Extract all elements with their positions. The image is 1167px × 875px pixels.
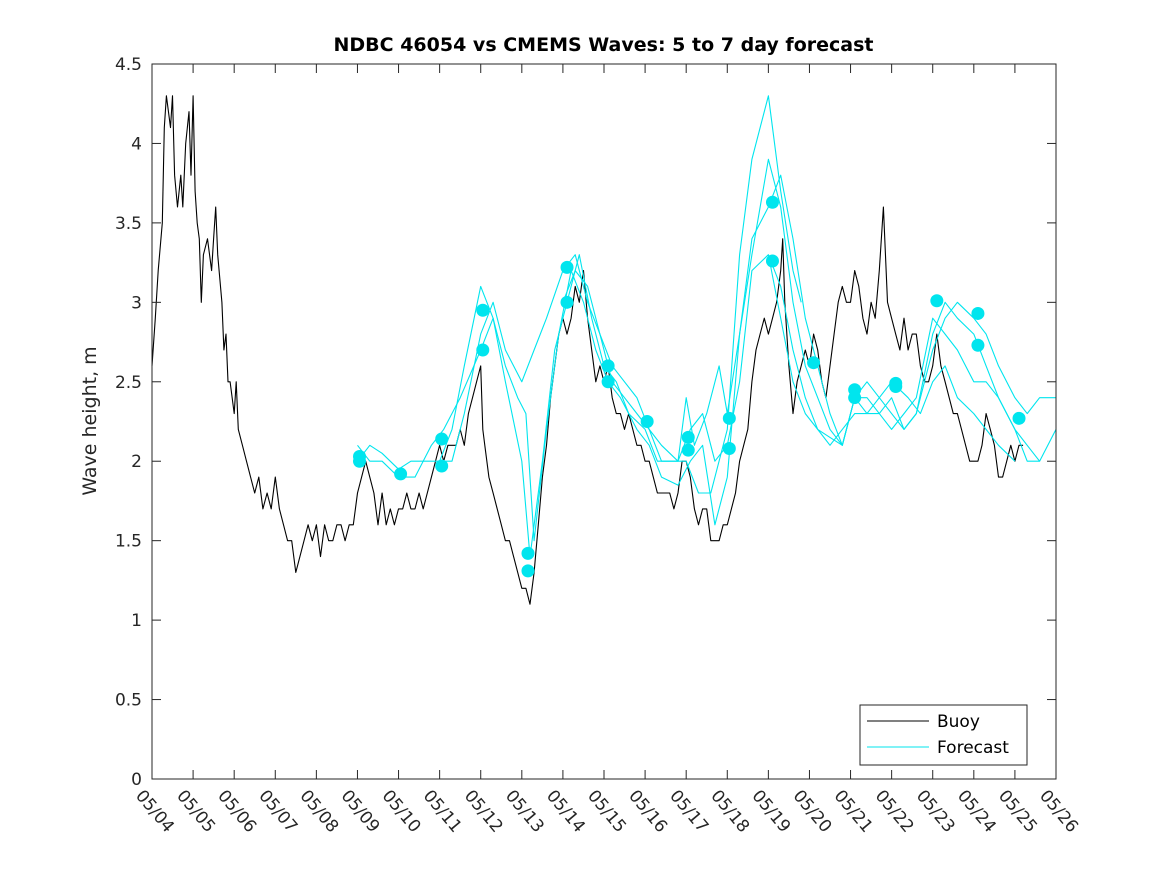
x-tick-label: 05/13 — [501, 786, 548, 836]
forecast-line-2 — [357, 174, 1016, 542]
x-tick-label: 05/20 — [789, 786, 836, 836]
y-tick-label: 1 — [131, 611, 142, 631]
forecast-marker-8 — [521, 564, 535, 578]
y-tick-label: 2 — [131, 452, 142, 472]
forecast-marker-24 — [889, 380, 903, 394]
forecast-marker-27 — [971, 338, 985, 352]
forecast-marker-19 — [765, 254, 779, 268]
forecast-marker-16 — [722, 411, 736, 425]
axes-box — [151, 63, 1057, 780]
x-tick-label: 05/15 — [583, 786, 630, 836]
forecast-marker-17 — [722, 442, 736, 456]
x-tick-label: 05/19 — [748, 786, 795, 836]
forecast-marker-6 — [476, 343, 490, 357]
legend: Buoy Forecast — [859, 704, 1028, 766]
forecast-marker-20 — [807, 356, 821, 370]
legend-box — [859, 704, 1028, 766]
forecast-marker-18 — [765, 195, 779, 209]
forecast-marker-15 — [681, 443, 695, 457]
forecast-line-5 — [767, 254, 1056, 446]
plot-area — [151, 95, 1057, 605]
y-tick-label: 3.5 — [115, 214, 142, 234]
forecast-marker-10 — [560, 295, 574, 309]
forecast-marker-7 — [521, 546, 535, 560]
forecast-marker-14 — [681, 430, 695, 444]
y-tick-label: 4.5 — [115, 55, 142, 75]
x-tick-label: 05/16 — [624, 786, 671, 836]
chart-title: NDBC 46054 vs CMEMS Waves: 5 to 7 day fo… — [334, 34, 874, 56]
forecast-marker-4 — [435, 459, 449, 473]
y-tick-label: 2.5 — [115, 373, 142, 393]
forecast-marker-22 — [848, 391, 862, 405]
y-tick-label: 0 — [131, 770, 142, 790]
x-tick-label: 05/10 — [378, 786, 425, 836]
x-tick-label: 05/25 — [994, 786, 1041, 836]
y-axis-label: Wave height, m — [79, 346, 101, 495]
x-tick-label: 05/11 — [419, 786, 466, 836]
x-tick-label: 05/09 — [337, 786, 384, 836]
x-tick-label: 05/04 — [131, 786, 178, 836]
forecast-marker-26 — [971, 306, 985, 320]
x-tick-label: 05/22 — [871, 786, 918, 836]
x-tick-label: 05/23 — [912, 786, 959, 836]
x-tick-label: 05/08 — [296, 786, 343, 836]
forecast-marker-1 — [353, 454, 367, 468]
y-tick-label: 3 — [131, 293, 142, 313]
forecast-marker-12 — [601, 375, 615, 389]
forecast-marker-9 — [560, 260, 574, 274]
y-tick-label: 1.5 — [115, 532, 142, 552]
x-tick-label: 05/06 — [213, 786, 260, 836]
forecast-marker-25 — [930, 294, 944, 308]
forecast-line-4 — [562, 254, 1040, 462]
x-tick-label: 05/12 — [460, 786, 507, 836]
forecast-marker-11 — [601, 359, 615, 373]
x-tick-label: 05/17 — [665, 786, 712, 836]
forecast-marker-13 — [640, 415, 654, 428]
x-tick-label: 05/14 — [542, 786, 589, 836]
x-tick-label: 05/24 — [953, 786, 1000, 836]
forecast-line-3 — [439, 158, 1057, 462]
buoy-line — [151, 95, 1024, 605]
x-tick-label: 05/26 — [1035, 786, 1082, 836]
forecast-marker-2 — [394, 467, 408, 481]
forecast-marker-3 — [435, 432, 449, 446]
x-tick-label: 05/07 — [254, 786, 301, 836]
x-tick-label: 05/18 — [706, 786, 753, 836]
legend-forecast-label: Forecast — [937, 738, 1009, 758]
forecast-marker-28 — [1012, 411, 1026, 425]
x-tick-label: 05/05 — [172, 786, 219, 836]
y-tick-label: 0.5 — [115, 691, 142, 711]
x-tick-label: 05/21 — [830, 786, 877, 836]
forecast-marker-5 — [476, 303, 490, 317]
legend-buoy-label: Buoy — [937, 712, 980, 732]
forecast-line-1 — [357, 95, 802, 558]
y-tick-label: 4 — [131, 134, 142, 154]
